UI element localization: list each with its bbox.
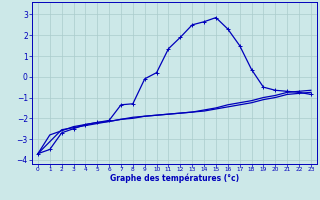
X-axis label: Graphe des températures (°c): Graphe des températures (°c) <box>110 174 239 183</box>
